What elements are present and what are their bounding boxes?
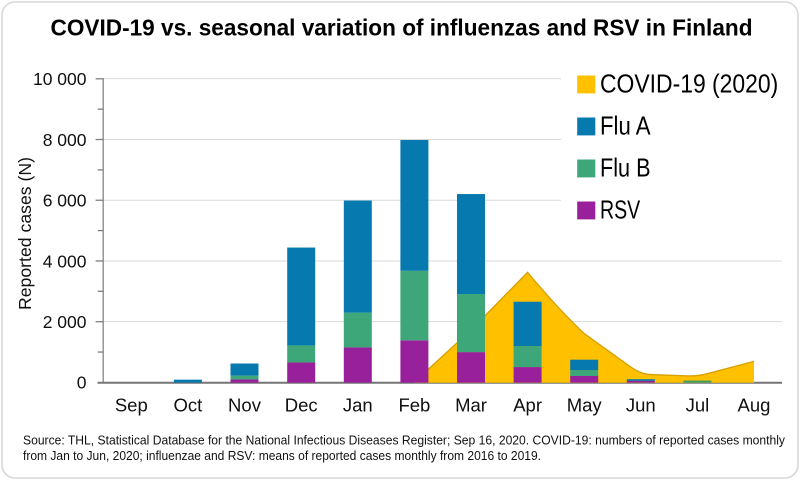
svg-text:2 000: 2 000 [43,312,87,332]
svg-text:4 000: 4 000 [43,251,87,271]
svg-text:Flu A: Flu A [600,111,651,141]
svg-text:Apr: Apr [513,395,542,416]
svg-text:Aug: Aug [738,395,771,416]
svg-text:Flu B: Flu B [600,153,651,183]
svg-text:Reported cases (N): Reported cases (N) [15,157,35,310]
svg-text:6 000: 6 000 [43,191,87,211]
svg-text:Source: THL, Statistical Datab: Source: THL, Statistical Database for th… [23,433,785,448]
svg-text:Feb: Feb [398,395,430,416]
svg-text:Jun: Jun [626,395,656,416]
svg-text:Sep: Sep [115,395,148,416]
svg-text:Mar: Mar [455,395,487,416]
svg-text:Jul: Jul [686,395,710,416]
svg-text:COVID-19 vs. seasonal variatio: COVID-19 vs. seasonal variation of influ… [51,14,753,40]
svg-text:from Jan to Jun, 2020; influen: from Jan to Jun, 2020; influenzae and RS… [23,448,541,463]
svg-text:Oct: Oct [174,395,203,416]
svg-text:Dec: Dec [285,395,318,416]
svg-text:Jan: Jan [343,395,373,416]
svg-text:May: May [567,395,603,416]
svg-text:0: 0 [77,373,87,393]
svg-text:COVID-19 (2020): COVID-19 (2020) [600,69,778,99]
svg-text:10 000: 10 000 [33,69,87,89]
svg-text:Nov: Nov [228,395,262,416]
svg-text:8 000: 8 000 [43,130,87,150]
svg-text:RSV: RSV [600,195,641,225]
